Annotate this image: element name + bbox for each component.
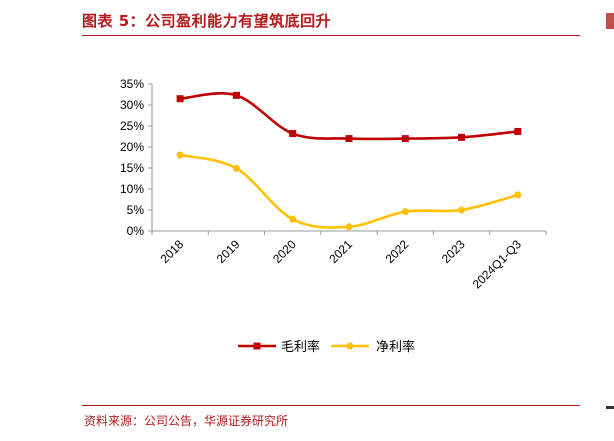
- data-point-marker: [176, 95, 184, 103]
- data-point-marker: [232, 91, 240, 99]
- series-line-2: [179, 153, 519, 229]
- y-tick-label: 20%: [120, 140, 144, 154]
- data-point-marker: [514, 127, 522, 135]
- data-point-marker: [289, 130, 297, 138]
- data-point-marker: [289, 215, 297, 223]
- y-tick-label: 30%: [120, 98, 144, 112]
- title-divider: [82, 35, 580, 36]
- y-tick-label: 5%: [127, 203, 145, 217]
- x-tick-label: 2022: [383, 237, 412, 266]
- x-tick-labels: 2018 2019 2020 2021 2022 2023 2024Q1-Q3: [157, 237, 524, 291]
- source-divider: [82, 405, 580, 406]
- chart-legend: 毛利率 净利率: [238, 339, 415, 355]
- x-tick-label: 2024Q1-Q3: [470, 237, 524, 291]
- y-tick-label: 0%: [127, 224, 145, 238]
- legend-swatch-marker: [253, 342, 261, 350]
- series-line-1: [180, 92, 518, 141]
- legend-swatch-marker: [346, 342, 354, 350]
- x-tick-label: 2023: [439, 237, 468, 266]
- data-point-marker: [232, 164, 240, 172]
- data-point-marker: [401, 208, 409, 216]
- legend-label: 净利率: [376, 339, 415, 355]
- x-tick-label: 2020: [270, 237, 299, 266]
- data-point-marker: [458, 133, 466, 141]
- y-tick-label: 25%: [120, 119, 144, 133]
- adjacent-figure-divider-edge: [606, 406, 614, 409]
- data-point-marker: [401, 135, 409, 143]
- data-point-marker: [176, 151, 184, 159]
- chart-axes: [148, 83, 547, 235]
- series-lines: [179, 92, 519, 229]
- data-point-marker: [345, 135, 353, 143]
- data-point-marker: [514, 191, 522, 199]
- data-point-marker: [345, 223, 353, 231]
- figure-title: 图表 5：公司盈利能力有望筑底回升: [82, 12, 332, 30]
- y-tick-label: 15%: [120, 161, 144, 175]
- x-tick-label: 2019: [214, 237, 243, 266]
- legend-label: 毛利率: [281, 339, 320, 355]
- adjacent-figure-title-edge: [606, 13, 614, 29]
- x-tick-label: 2021: [326, 237, 355, 266]
- y-tick-labels: 0% 5% 10% 15% 20% 25% 30% 35%: [120, 77, 144, 238]
- x-tick-label: 2018: [157, 237, 186, 266]
- source-note: 资料来源：公司公告，华源证券研究所: [84, 414, 289, 428]
- data-point-marker: [458, 206, 466, 214]
- series-markers: [176, 91, 522, 231]
- y-tick-label: 10%: [120, 182, 144, 196]
- y-tick-label: 35%: [120, 77, 144, 91]
